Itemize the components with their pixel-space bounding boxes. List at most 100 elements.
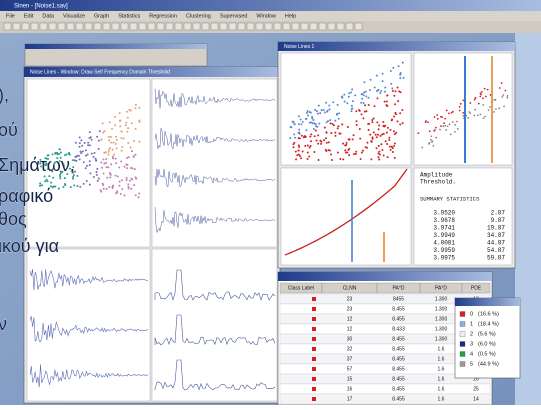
decor-point: [317, 134, 319, 136]
legend-share: (6.0 %): [478, 341, 496, 347]
table-cell: 1.300: [435, 296, 448, 302]
table-cell: 8.455: [392, 316, 405, 322]
decor-point: [102, 123, 104, 125]
decor-point: [87, 153, 89, 155]
menu-item[interactable]: Graph: [94, 13, 109, 19]
decor-point: [436, 114, 438, 116]
decor-point: [127, 183, 129, 185]
decor-point: [390, 129, 392, 131]
decor-point: [298, 149, 300, 151]
decor-point: [130, 167, 132, 169]
decor-point: [432, 145, 434, 147]
menu-item[interactable]: Data: [42, 13, 55, 19]
decor-point: [399, 77, 401, 79]
decor-point: [348, 154, 350, 156]
decor-point: [64, 177, 66, 179]
decor-point: [368, 104, 370, 106]
decor-point: [127, 142, 129, 144]
decor-point: [383, 155, 385, 157]
decor-point: [101, 138, 103, 140]
tool-icon: [121, 23, 128, 30]
decor-point: [108, 186, 110, 188]
decor-point: [395, 132, 397, 134]
table-header: PDE: [471, 285, 482, 291]
decor-point: [110, 142, 112, 144]
decor-point: [370, 79, 372, 81]
decor-point: [89, 184, 91, 186]
decor-point: [504, 90, 506, 92]
decor-point: [417, 132, 419, 134]
decor-point: [388, 137, 390, 139]
decor-point: [80, 139, 82, 141]
tool-icon: [31, 23, 38, 30]
menu-item[interactable]: Visualize: [63, 13, 85, 19]
decor-point: [112, 185, 114, 187]
table-cell: 8.455: [392, 346, 405, 352]
decor-point: [390, 149, 392, 151]
panel-value: 3.9678: [433, 217, 455, 224]
menu-item[interactable]: File: [6, 13, 15, 19]
decor-point: [79, 158, 81, 160]
decor-point: [331, 159, 333, 161]
tool-icon: [229, 23, 236, 30]
signal-panel: [152, 79, 277, 247]
decor-point: [394, 143, 396, 145]
app-titlebar: [0, 0, 541, 11]
decor-point: [355, 151, 357, 153]
decor-point: [354, 94, 356, 96]
decor-point: [369, 134, 371, 136]
table-cell: 8.455: [392, 356, 405, 362]
decor-point: [502, 94, 504, 96]
decor-point: [358, 109, 360, 111]
decor-point: [112, 142, 114, 144]
menu-item[interactable]: Window: [256, 13, 276, 19]
decor-point: [402, 122, 404, 124]
legend-swatch: [460, 312, 465, 317]
legend-label: 2: [470, 331, 473, 337]
decor-point: [336, 113, 338, 115]
decor-point: [116, 139, 118, 141]
menu-item[interactable]: Edit: [24, 13, 34, 19]
decor-point: [380, 90, 382, 92]
menu-item[interactable]: Clustering: [186, 13, 211, 19]
menu-item[interactable]: Supervised: [220, 13, 248, 19]
decor-point: [479, 96, 481, 98]
decor-point: [302, 121, 304, 123]
decor-point: [395, 113, 397, 115]
decor-point: [434, 116, 436, 118]
decor-point: [306, 112, 308, 114]
decor-point: [133, 156, 135, 158]
row-marker: [312, 297, 316, 301]
decor-point: [435, 127, 437, 129]
tool-icon: [130, 23, 137, 30]
table-cell: 8.455: [392, 376, 405, 382]
decor-point: [135, 194, 137, 196]
decor-point: [384, 101, 386, 103]
decor-point: [386, 94, 388, 96]
decor-point: [115, 192, 117, 194]
menu-item[interactable]: Help: [285, 13, 296, 19]
decor-point: [59, 177, 61, 179]
tool-icon: [265, 23, 272, 30]
decor-point: [298, 154, 300, 156]
decor-point: [351, 105, 353, 107]
decor-point: [440, 125, 442, 127]
decor-point: [298, 129, 300, 131]
decor-point: [90, 139, 92, 141]
decor-point: [375, 134, 377, 136]
decor-point: [89, 144, 91, 146]
legend-share: (44.9 %): [478, 361, 499, 367]
legend-swatch: [460, 362, 465, 367]
decor-point: [96, 174, 98, 176]
decor-point: [382, 80, 384, 82]
decor-point: [115, 175, 117, 177]
menu-item[interactable]: Regression: [149, 13, 177, 19]
panel-value: 3.9975: [433, 255, 455, 262]
decor-point: [319, 140, 321, 142]
decor-point: [115, 162, 117, 164]
decor-point: [93, 176, 95, 178]
decor-point: [501, 96, 503, 98]
decor-point: [402, 62, 404, 64]
menu-item[interactable]: Statistics: [118, 13, 140, 19]
decor-point: [361, 98, 363, 100]
